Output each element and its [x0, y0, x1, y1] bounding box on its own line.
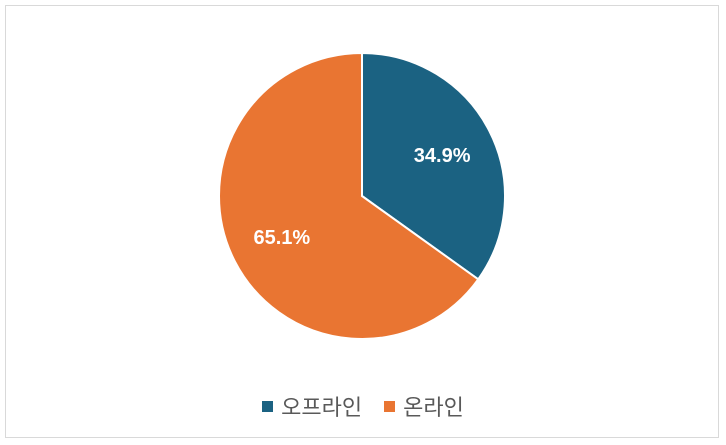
legend-label-offline: 오프라인	[281, 396, 363, 421]
legend-swatch-offline	[262, 400, 274, 412]
pie-slice-offline	[361, 51, 506, 281]
legend-label-online: 온라인	[403, 396, 464, 421]
legend-swatch-online	[384, 400, 396, 412]
data-label-online: 65.1%	[253, 227, 310, 249]
pie-slice-online	[218, 51, 480, 340]
data-label-offline: 34.9%	[414, 145, 471, 167]
chart-area	[5, 5, 719, 438]
legend: 오프라인 온라인	[0, 390, 726, 422]
legend-item-online: 온라인	[384, 390, 464, 422]
legend-item-offline: 오프라인	[262, 390, 362, 422]
